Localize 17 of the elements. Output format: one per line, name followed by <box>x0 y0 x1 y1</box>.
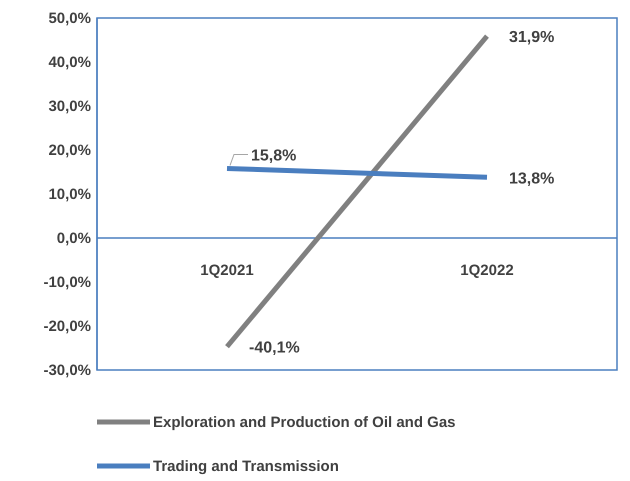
y-tick-label: 20,0% <box>48 142 91 159</box>
y-tick-label: -20,0% <box>43 318 91 335</box>
data-label: -40,1% <box>249 340 300 357</box>
y-tick-label: 10,0% <box>48 186 91 203</box>
legend-label: Trading and Transmission <box>153 458 339 475</box>
y-tick-label: 30,0% <box>48 98 91 115</box>
data-label: 15,8% <box>251 147 296 164</box>
legend-label: Exploration and Production of Oil and Gas <box>153 414 456 431</box>
x-tick-label: 1Q2021 <box>200 262 254 279</box>
data-label: 31,9% <box>509 29 554 46</box>
y-tick-label: 40,0% <box>48 54 91 71</box>
x-tick-label: 1Q2022 <box>460 262 514 279</box>
y-tick-label: -30,0% <box>43 362 91 379</box>
y-tick-label: -10,0% <box>43 274 91 291</box>
y-tick-label: 0,0% <box>56 230 91 247</box>
y-tick-label: 50,0% <box>48 10 91 27</box>
data-label: 13,8% <box>509 170 554 188</box>
